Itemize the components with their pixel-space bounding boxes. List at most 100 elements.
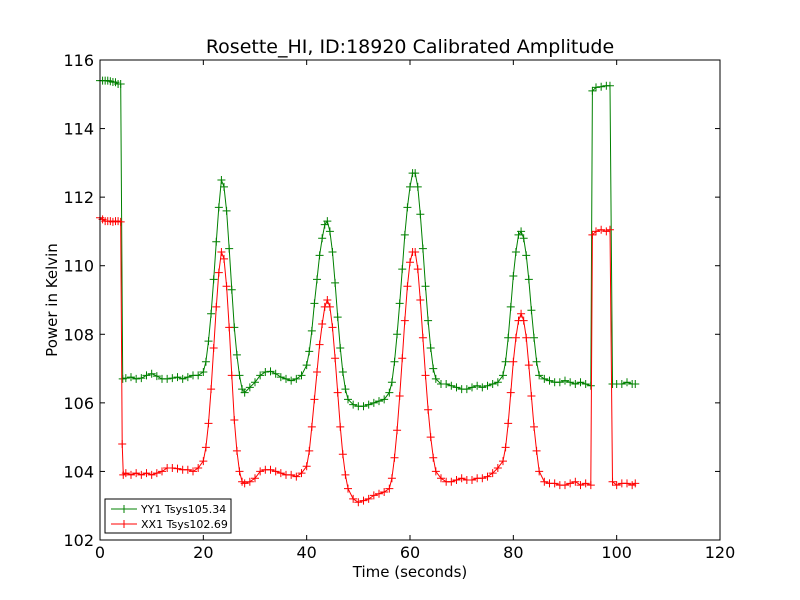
data-point — [400, 316, 409, 325]
data-point — [194, 464, 203, 472]
x-tick-label: 80 — [503, 543, 523, 562]
data-point — [540, 374, 549, 383]
y-tick-label: 112 — [63, 188, 94, 207]
data-point — [137, 470, 146, 479]
data-point — [493, 464, 502, 472]
data-point — [116, 80, 125, 88]
data-point — [395, 392, 404, 400]
data-point — [511, 333, 520, 342]
data-point — [313, 368, 321, 376]
data-point — [344, 395, 352, 404]
y-tick-label: 114 — [63, 120, 94, 139]
data-point — [307, 422, 316, 431]
data-point — [581, 479, 590, 488]
data-point — [511, 248, 520, 256]
data-point — [225, 244, 234, 253]
data-point — [571, 477, 580, 486]
data-point — [199, 457, 208, 466]
data-point — [566, 378, 575, 387]
data-point — [333, 313, 342, 322]
x-axis-label: Time (seconds) — [352, 563, 468, 581]
data-point — [499, 457, 507, 466]
data-point — [235, 371, 244, 380]
data-point — [424, 405, 433, 414]
data-point — [318, 320, 327, 328]
data-point — [605, 225, 614, 234]
data-point — [380, 488, 389, 496]
data-point — [232, 446, 241, 455]
data-point — [349, 400, 358, 409]
data-point — [142, 371, 151, 380]
data-point — [576, 378, 585, 387]
data-point — [204, 337, 213, 346]
data-point — [212, 302, 221, 311]
data-point — [297, 371, 306, 380]
data-point — [605, 81, 614, 90]
data-point — [535, 467, 544, 476]
data-point — [331, 354, 340, 363]
plot-area — [96, 76, 640, 507]
data-point — [302, 462, 311, 471]
legend-marker — [120, 505, 128, 513]
data-point — [592, 83, 600, 92]
data-point — [597, 82, 606, 91]
data-point — [380, 395, 389, 404]
data-point — [297, 469, 306, 478]
data-point — [527, 306, 536, 315]
chart-title: Rosette_HI, ID:18920 Calibrated Amplitud… — [206, 36, 614, 58]
data-point — [387, 378, 396, 387]
data-point — [204, 419, 213, 428]
data-point — [506, 388, 515, 397]
data-point — [325, 227, 334, 236]
data-point — [359, 402, 368, 411]
data-point — [158, 467, 166, 476]
data-point — [421, 371, 430, 380]
legend: YY1 Tsys105.34 XX1 Tsys102.69 — [104, 498, 232, 534]
data-point — [292, 374, 301, 383]
data-point — [225, 323, 234, 332]
data-point — [545, 376, 554, 385]
data-point — [261, 368, 270, 376]
data-point — [183, 465, 192, 474]
data-point — [173, 373, 182, 382]
data-point — [522, 251, 531, 260]
data-point — [271, 369, 280, 378]
data-point — [344, 484, 352, 493]
data-point — [509, 272, 518, 280]
data-point — [310, 395, 319, 404]
data-point — [393, 426, 402, 435]
data-point — [390, 453, 399, 462]
data-point — [209, 275, 218, 284]
data-point — [328, 248, 337, 256]
data-point — [623, 378, 631, 387]
data-point — [173, 464, 182, 473]
y-tick-label: 106 — [63, 394, 94, 413]
data-point — [232, 350, 241, 359]
data-point — [532, 446, 541, 455]
data-point — [393, 330, 402, 339]
data-point — [132, 469, 141, 478]
series-2 — [96, 213, 640, 507]
data-point — [413, 265, 422, 274]
data-point — [499, 371, 507, 380]
data-point — [468, 476, 476, 484]
data-point — [307, 326, 316, 335]
data-point — [240, 388, 249, 397]
data-point — [341, 385, 350, 394]
data-point — [199, 368, 208, 376]
data-point — [349, 494, 358, 503]
legend-box — [104, 498, 232, 534]
data-point — [424, 316, 433, 325]
data-point — [631, 479, 640, 488]
data-point — [137, 374, 146, 383]
data-point — [116, 217, 125, 226]
axis-ticks: 0 20 40 60 80 100 120 102 104 106 108 110 112 114 116 — [63, 51, 735, 562]
data-point — [217, 248, 226, 256]
data-point — [323, 217, 332, 226]
data-point — [220, 254, 228, 263]
data-point — [336, 422, 345, 431]
data-point — [127, 373, 135, 382]
data-point — [207, 309, 216, 318]
data-point — [251, 474, 259, 483]
